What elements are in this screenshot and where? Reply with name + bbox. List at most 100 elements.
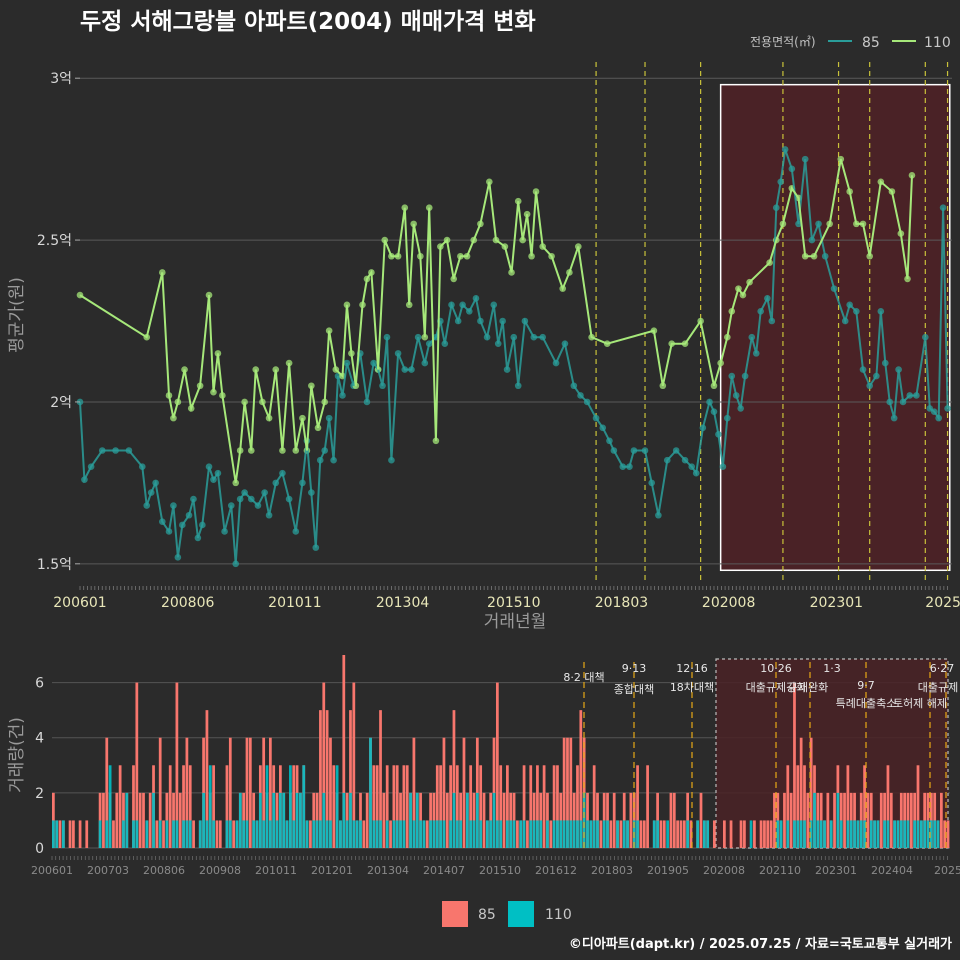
bar-85 (566, 737, 569, 848)
bar-85 (846, 765, 850, 848)
bar-110 (349, 792, 352, 848)
x-tick-label: 201304 (367, 864, 409, 877)
bar-110 (422, 820, 426, 848)
bar-85 (232, 820, 236, 848)
bar-85 (773, 792, 776, 848)
bar-110 (823, 820, 826, 848)
volume-legend: 85 110 (442, 901, 572, 927)
bar-85 (178, 792, 182, 848)
bar-110 (152, 792, 155, 848)
bar-110 (375, 820, 379, 848)
bar-110 (819, 820, 823, 848)
policy-date: 12·16 (676, 662, 708, 675)
bar-85 (712, 820, 716, 848)
bar-110 (289, 765, 292, 848)
bar-110 (429, 820, 432, 848)
bar-110 (485, 820, 489, 848)
bar-110 (268, 820, 272, 848)
bar-110 (272, 792, 276, 848)
bar-85 (552, 765, 556, 848)
x-tick-label: 200806 (143, 864, 185, 877)
bar-85 (365, 792, 369, 848)
x-tick-label: 2025 (934, 864, 960, 877)
bar-85 (168, 765, 172, 848)
bar-85 (759, 820, 763, 848)
bar-85 (329, 737, 332, 848)
bar-85 (389, 820, 392, 848)
bar-110 (172, 820, 175, 848)
bar-110 (285, 820, 289, 848)
bar-110 (779, 820, 783, 848)
bar-110 (519, 820, 523, 848)
bar-85 (435, 765, 439, 848)
bar-110 (906, 820, 910, 848)
bar-85 (843, 792, 846, 848)
bar-110 (319, 820, 322, 848)
bar-110 (379, 820, 382, 848)
policy-label: 종합대책 (614, 683, 654, 696)
bar-85 (879, 792, 883, 848)
bar-85 (889, 792, 893, 848)
policy-label: 대출규제강화 (746, 681, 807, 694)
bar-85 (536, 765, 539, 848)
bar-85 (309, 820, 312, 848)
policy-label: 특례대출축소 (836, 697, 897, 710)
bar-85 (529, 765, 533, 848)
bar-110 (402, 820, 406, 848)
bar-110 (392, 820, 396, 848)
bar-110 (602, 820, 606, 848)
volume-chart: 8·2 대책 9·13 종합대책 12·16 18차대책 10·26 대출규제강화 1·3 규제… (7, 655, 960, 927)
bar-85 (322, 682, 326, 848)
bar-85 (138, 792, 142, 848)
bar-110 (896, 820, 900, 848)
highlight-region (719, 83, 951, 572)
bar-110 (506, 820, 509, 848)
bar-85 (679, 820, 683, 848)
bar-85 (642, 820, 646, 848)
bar-85 (786, 765, 790, 848)
bar-110 (258, 792, 262, 848)
bar-110 (803, 820, 806, 848)
bar-110 (145, 820, 149, 848)
bar-110 (262, 820, 266, 848)
series-line-85 (79, 149, 949, 564)
bar-85 (449, 765, 452, 848)
bar-110 (275, 820, 279, 848)
bar-110 (929, 820, 933, 848)
bar-85 (245, 737, 249, 848)
bar-110 (419, 820, 422, 848)
bar-85 (482, 792, 486, 848)
bar-110 (933, 820, 937, 848)
bar-85 (205, 710, 209, 848)
price-legend: 전용면적(㎡) 85 110 (750, 35, 951, 51)
policy-date: 10·26 (760, 662, 792, 675)
bar-110 (208, 765, 212, 848)
bar-85 (162, 820, 165, 848)
policy-date: 1·3 (823, 662, 841, 675)
bar-85 (886, 765, 890, 848)
x-tick-label: 201407 (423, 864, 465, 877)
bar-110 (175, 820, 179, 848)
legend-label-110: 110 (924, 35, 951, 51)
bar-85 (833, 792, 836, 848)
bar-85 (248, 737, 252, 848)
x-tick-label: 200806 (161, 595, 215, 611)
bar-110 (185, 820, 189, 848)
bar-110 (799, 820, 803, 848)
x-tick-label: 200908 (199, 864, 241, 877)
bar-85 (636, 765, 639, 848)
bar-85 (405, 765, 409, 848)
chart-title: 두정 서해그랑블 아파트(2004) 매매가격 변화 (80, 9, 536, 35)
price-chart: 1.5억 2억 2.5억 3억 200601 200806 201011 201304 201… (7, 35, 960, 632)
bar-85 (672, 792, 676, 848)
bar-110 (856, 820, 860, 848)
bar-85 (769, 820, 773, 848)
bar-85 (115, 792, 119, 848)
bar-110 (265, 765, 269, 848)
bar-85 (385, 765, 389, 848)
bar-85 (939, 792, 943, 848)
bar-85 (445, 792, 449, 848)
bar-85 (402, 765, 406, 848)
bar-85 (372, 765, 376, 848)
bar-85 (349, 710, 352, 848)
